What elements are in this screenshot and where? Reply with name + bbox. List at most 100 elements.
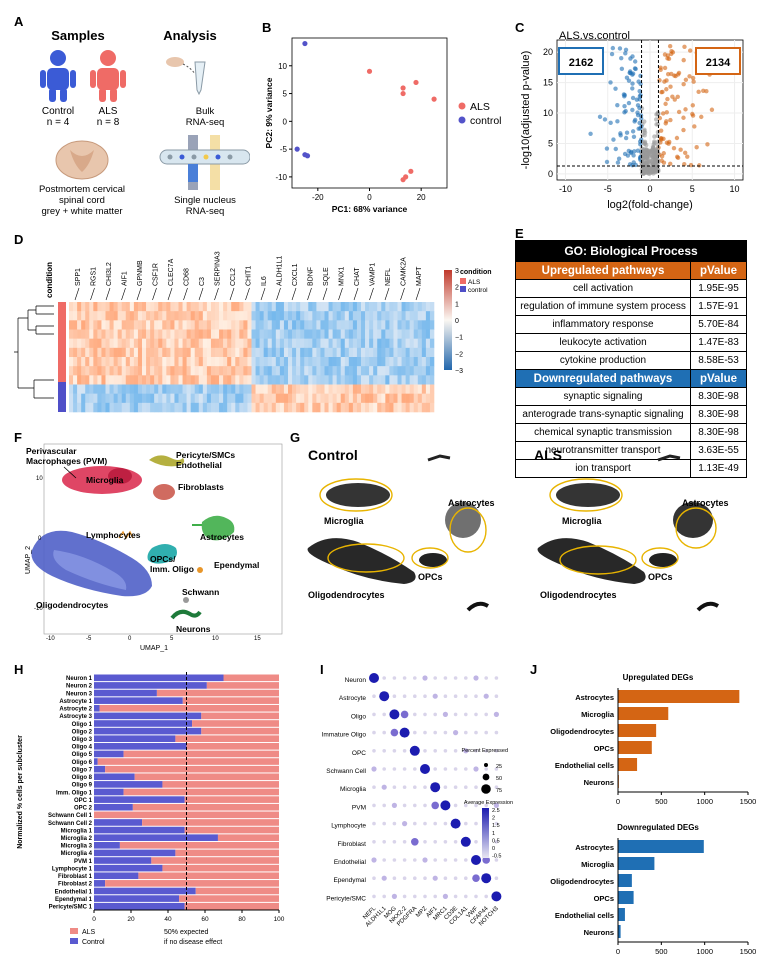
dotplot-dot [494,858,499,862]
heatmap-cell [336,338,342,349]
heatmap-cell [219,357,224,367]
volcano-point [655,121,661,127]
heatmap-cell [283,347,289,358]
heatmap-cell [381,338,386,349]
heatmap-cell [121,338,127,349]
pca-y-tick: 5 [283,90,288,99]
umap-y-tick-3: -10 [34,606,43,612]
go-row: inflammatory response 5.70E-84 [516,315,746,333]
heatmap-cell [158,393,163,404]
heatmap-cell [170,311,175,321]
heatmap-cell [206,384,212,394]
heatmap-cell [296,366,301,376]
heatmap-cell [288,357,293,367]
dotplot-dot [482,856,490,864]
heatmap-cell [93,347,98,358]
h-category-label: OPC 2 [74,806,93,812]
heatmap-cell [154,329,159,339]
h-bar-als [195,887,279,895]
heatmap-cell [227,393,232,404]
heatmap-cell [348,320,354,330]
heatmap-gene-label: RGS1 [91,267,98,286]
heatmap-cell [328,311,333,321]
heatmap-cell [312,320,317,330]
volcano-point [611,137,616,142]
heatmap-cell [77,338,82,349]
dotplot-dot [484,676,488,680]
heatmap-cell [413,393,419,404]
heatmap-cell [271,402,277,413]
dotplot-dot [392,694,397,698]
heatmap-cell [227,402,232,413]
umap-x-tick-1: -10 [46,636,55,642]
umap-label-pericyte1: Pericyte/SMCs [176,450,235,460]
h-bar-control [94,720,193,727]
h-bar-control [94,857,152,864]
heatmap-cell [105,366,110,376]
heatmap-cell [146,384,151,394]
h-x-tick: 60 [201,916,209,923]
heatmap-gene-label: CSF1R [153,263,160,286]
umap-label-opc2: Imm. Oligo [150,564,194,574]
heatmap-cell [255,338,260,349]
volcano-point [676,109,682,115]
heatmap-cell [109,302,114,312]
heatmap-cell [247,320,252,330]
dotplot-dot [473,766,479,772]
heatmap-cell [275,402,281,413]
dotplot-dot [392,821,397,826]
heatmap-cell [69,384,74,394]
heatmap-cell [304,338,309,349]
j-bar [618,741,652,754]
heatmap-cell [178,329,183,339]
fibroblast-cluster [153,484,175,500]
dotplot-dot [494,767,499,771]
heatmap-cell [401,375,406,385]
h-bar-control [94,743,187,750]
pca-y-tick: -5 [280,145,288,154]
g-als-microglia: Microglia [562,516,603,526]
heatmap-cell [369,347,374,358]
heatmap-cell [146,311,151,321]
heatmap-cell [397,366,402,376]
volcano-x-tick: -5 [604,184,612,194]
heatmap-cell [223,311,228,321]
heatmap-cell [300,347,305,358]
pericyte-cluster [149,455,185,467]
heatmap-cell [429,366,435,376]
h-bar-als [175,735,279,743]
heatmap-cell [255,311,260,321]
heatmap-cell [170,393,175,404]
heatmap-cell [304,311,309,321]
umap-control-title: Control [308,447,358,463]
heatmap-cell [328,329,333,339]
go-up-title: Upregulated pathways [516,262,691,279]
dotplot-dot [392,749,397,753]
heatmap-cell [154,402,159,413]
heatmap-cell [162,366,167,376]
heatmap-cell [279,338,285,349]
heatmap-cell [202,338,208,349]
dotplot-color-legend-title: Average Expression [464,800,513,806]
heatmap-cell [235,302,240,312]
heatmap-cell [401,366,406,376]
heatmap-cell [210,311,216,321]
heatmap-cell [365,320,370,330]
heatmap-cell [365,338,370,349]
heatmap-cell [150,311,155,321]
heatmap-cell [206,357,212,367]
heatmap-cell [129,320,135,330]
heatmap-color-scale [444,270,452,370]
h-category-label: Fibroblast 2 [58,882,93,888]
heatmap-cell [255,357,260,367]
j-bar [618,874,632,887]
heatmap-cell [275,357,281,367]
heatmap-cell [373,302,378,312]
heatmap-cell [170,375,175,385]
dotplot-dot [402,894,407,899]
heatmap-cell [377,402,382,413]
heatmap-cell [97,375,102,385]
heatmap-cell [308,393,313,404]
heatmap-cell [202,375,208,385]
